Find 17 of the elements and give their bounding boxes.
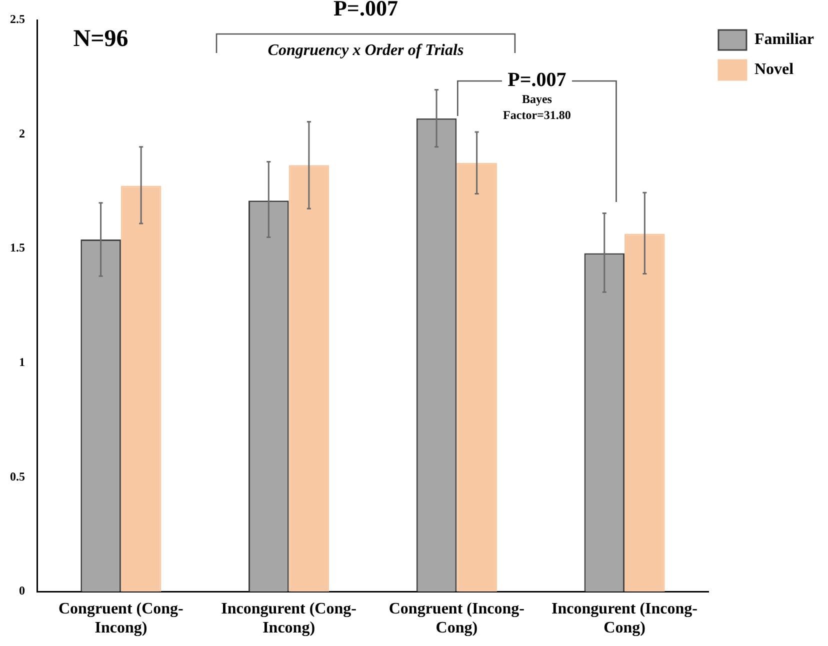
annotation: N=96 — [73, 26, 128, 52]
y-tick-label: 1.5 — [10, 240, 25, 255]
annotation: Congruency x Order of Trials — [268, 42, 464, 60]
x-tick-label: Incongurent (Incong-Cong) — [552, 600, 698, 637]
x-tick-label: Incongurent (Cong-Incong) — [221, 600, 356, 637]
y-tick-label: 1 — [19, 355, 25, 370]
annotation: Bayes Factor=31.80 — [503, 92, 571, 122]
annotation: P=.007 — [508, 69, 566, 92]
y-tick-label: 0.5 — [10, 469, 25, 484]
y-tick-label: 2 — [19, 126, 25, 140]
x-tick-label: Congruent (Incong-Cong) — [388, 600, 524, 637]
y-tick-label: 2.5 — [10, 12, 25, 26]
legend-label: Novel — [754, 61, 794, 78]
x-tick-label: Congruent (Cong-Incong) — [58, 600, 184, 637]
annotation: P=.007 — [333, 0, 398, 21]
y-tick-label: 0 — [19, 584, 25, 598]
legend-label: Familiar — [754, 31, 814, 48]
